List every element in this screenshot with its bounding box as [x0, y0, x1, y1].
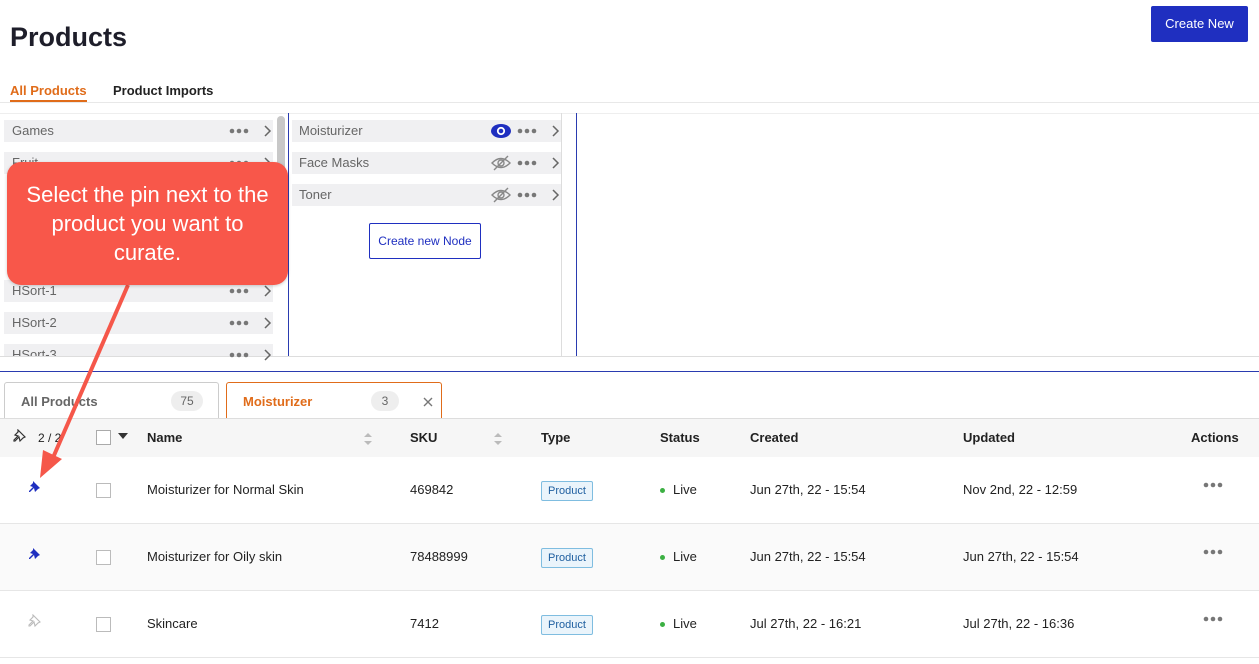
more-icon[interactable]	[517, 128, 537, 134]
sort-icon[interactable]	[494, 433, 502, 445]
status: Live	[673, 616, 697, 631]
row-checkbox[interactable]	[96, 483, 111, 498]
status-dot	[660, 555, 665, 560]
tab-all-products[interactable]: All Products	[10, 83, 87, 102]
cell: Jul 27th, 22 - 16:36	[963, 616, 1075, 631]
more-icon[interactable]	[1203, 549, 1223, 555]
list-tab-count: 3	[371, 391, 399, 411]
close-icon[interactable]	[423, 397, 433, 407]
callout: Select the pin next to the product you w…	[7, 162, 288, 285]
more-icon[interactable]	[229, 128, 249, 134]
table-row	[0, 524, 1259, 591]
tree-panel	[0, 113, 1259, 357]
scrollbar[interactable]	[277, 116, 285, 176]
cell: Jul 27th, 22 - 16:21	[750, 616, 862, 631]
pin-header-icon	[13, 429, 27, 443]
column-header: SKU	[410, 430, 438, 445]
chevron-icon[interactable]	[552, 157, 560, 169]
chevron-icon[interactable]	[552, 189, 560, 201]
dropdown-icon[interactable]	[118, 433, 128, 439]
cell: 469842	[410, 482, 454, 497]
column-header: Name	[147, 430, 183, 445]
select-all-checkbox[interactable]	[96, 430, 111, 445]
cell: Moisturizer for Normal Skin	[147, 482, 304, 497]
page-title: Products	[10, 22, 128, 52]
divider	[0, 371, 1259, 372]
cell: Nov 2nd, 22 - 12:59	[963, 482, 1078, 497]
more-icon[interactable]	[517, 192, 537, 198]
column-header: Updated	[963, 430, 1015, 445]
pin-icon[interactable]	[28, 480, 42, 494]
tree-item: HSort-1	[4, 280, 273, 302]
column-header: Actions	[1191, 430, 1239, 445]
type-badge: Product	[541, 481, 593, 501]
more-icon[interactable]	[229, 320, 249, 326]
pin-count: 2 / 2	[38, 431, 62, 445]
column-border	[288, 113, 289, 356]
tree-item: Moisturizer	[292, 120, 561, 142]
status: Live	[673, 482, 697, 497]
chevron-icon[interactable]	[264, 349, 272, 361]
list-tab-count: 75	[171, 391, 203, 411]
status-dot	[660, 488, 665, 493]
chevron-icon[interactable]	[264, 285, 272, 297]
hidden-icon[interactable]	[490, 187, 512, 203]
create-new-button[interactable]: Create New	[1151, 6, 1248, 42]
hidden-icon[interactable]	[490, 155, 512, 171]
status: Live	[673, 549, 697, 564]
list-tab[interactable]: Moisturizer 3	[226, 382, 442, 418]
table-row	[0, 591, 1259, 658]
status-dot	[660, 622, 665, 627]
pin-icon[interactable]	[28, 547, 42, 561]
column-header: Status	[660, 430, 700, 445]
divider	[0, 102, 1259, 103]
list-tab-label: Moisturizer	[243, 394, 313, 409]
cell: Jun 27th, 22 - 15:54	[750, 482, 866, 497]
column-border	[576, 113, 577, 356]
cell: Moisturizer for Oily skin	[147, 549, 283, 564]
cell: 7412	[410, 616, 439, 631]
divider	[0, 356, 1259, 357]
callout-arrow	[40, 284, 130, 478]
column-header: Created	[750, 430, 799, 445]
create-node-button[interactable]: Create new Node	[369, 223, 481, 259]
chevron-icon[interactable]	[552, 125, 560, 137]
tree-item: Toner	[292, 184, 561, 206]
column-header: Type	[541, 430, 571, 445]
more-icon[interactable]	[1203, 616, 1223, 622]
more-icon[interactable]	[229, 352, 249, 358]
more-icon[interactable]	[229, 288, 249, 294]
type-badge: Product	[541, 548, 593, 568]
tree-item: Face Masks	[292, 152, 561, 174]
tree-item: Games	[4, 120, 273, 142]
cell: Jun 27th, 22 - 15:54	[750, 549, 866, 564]
table-row	[0, 457, 1259, 524]
sort-icon[interactable]	[364, 433, 372, 445]
visible-icon[interactable]	[490, 123, 512, 139]
cell: 78488999	[410, 549, 468, 564]
tree-item: HSort-2	[4, 312, 273, 334]
chevron-icon[interactable]	[264, 125, 272, 137]
pin-icon[interactable]	[28, 614, 42, 628]
more-icon[interactable]	[517, 160, 537, 166]
more-icon[interactable]	[1203, 482, 1223, 488]
cell: Jun 27th, 22 - 15:54	[963, 549, 1079, 564]
tree-item: HSort-3	[4, 344, 273, 356]
type-badge: Product	[541, 615, 593, 635]
table-header	[0, 418, 1259, 457]
row-checkbox[interactable]	[96, 550, 111, 565]
column-border	[561, 113, 562, 356]
chevron-icon[interactable]	[264, 317, 272, 329]
cell: Skincare	[147, 616, 198, 631]
tab-product-imports[interactable]: Product Imports	[113, 83, 214, 98]
row-checkbox[interactable]	[96, 617, 111, 632]
